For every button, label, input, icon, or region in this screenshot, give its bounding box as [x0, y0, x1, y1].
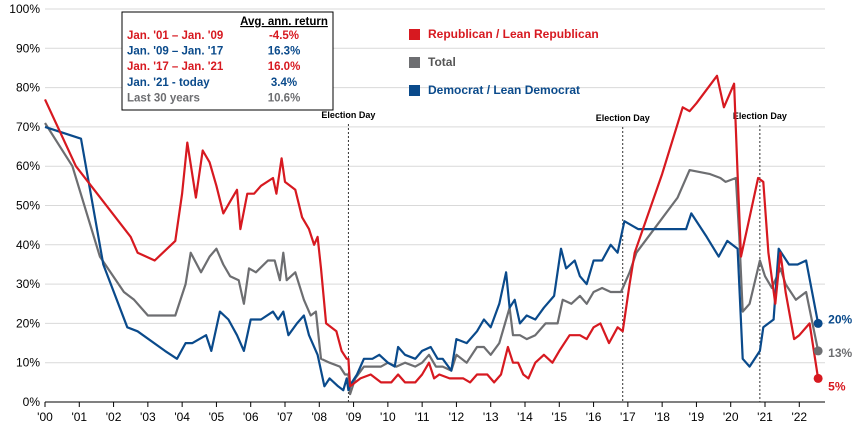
returns-value: 3.4% [271, 77, 297, 89]
series-end-marker [813, 373, 823, 383]
y-tick-label: 60% [16, 159, 40, 173]
series-end-label: 13% [828, 346, 852, 360]
x-tick-label: '02 [106, 410, 122, 424]
election-day-label: Election Day [733, 111, 787, 121]
legend-swatch [409, 85, 420, 96]
x-tick-label: '09 [346, 410, 362, 424]
y-tick-label: 90% [16, 41, 40, 55]
y-tick-label: 10% [16, 356, 40, 370]
returns-period: Jan. '17 – Jan. '21 [127, 61, 224, 73]
x-tick-label: '17 [620, 410, 636, 424]
election-day-label: Election Day [596, 113, 650, 123]
legend-label: Democrat / Lean Democrat [428, 83, 580, 97]
y-tick-label: 40% [16, 238, 40, 252]
x-tick-label: '18 [654, 410, 670, 424]
y-axis-ticks: 0% 10% 20% 30% 40% 50% 60% 70% 80% 90% 100% [9, 2, 40, 409]
x-tick-label: '16 [586, 410, 602, 424]
x-tick-label: '14 [517, 410, 533, 424]
returns-period: Last 30 years [127, 92, 200, 104]
legend-label: Total [428, 55, 456, 69]
legend-swatch [409, 57, 420, 68]
returns-period: Jan. '09 – Jan. '17 [127, 46, 223, 58]
x-tick-label: '06 [243, 410, 259, 424]
x-tick-label: '11 [415, 410, 430, 424]
x-tick-label: '19 [689, 410, 705, 424]
returns-value: 16.0% [268, 61, 301, 73]
x-axis-ticks: '00 '01 '02 '03 '04 '05 '06 '07 '08 '09 '10 '11 '12 '… [37, 402, 807, 424]
legend-label: Republican / Lean Republican [428, 27, 599, 41]
series-line-total [44, 122, 820, 396]
y-tick-label: 0% [23, 395, 41, 409]
x-tick-label: '01 [71, 410, 87, 424]
y-tick-label: 100% [9, 2, 40, 16]
x-tick-label: '00 [37, 410, 53, 424]
series-end-labels: 13% 20% 5% [813, 312, 852, 393]
returns-period: Jan. '01 – Jan. '09 [127, 30, 223, 42]
series-end-label: 5% [828, 379, 846, 393]
series-line-republican [44, 74, 820, 388]
returns-table: Avg. ann. return Jan. '01 – Jan. '09 -4.5… [121, 11, 334, 111]
legend-swatch [409, 29, 420, 40]
chart-gridlines [45, 8, 825, 403]
returns-table-box [121, 11, 334, 111]
returns-period: Jan. '21 - today [127, 77, 210, 89]
series-end-marker [813, 318, 823, 328]
x-tick-label: '03 [140, 410, 156, 424]
x-tick-label: '20 [723, 410, 739, 424]
x-tick-label: '13 [483, 410, 499, 424]
returns-value: 16.3% [268, 46, 301, 58]
y-tick-label: 50% [16, 199, 40, 213]
series-line-democrat [44, 125, 820, 392]
x-tick-label: '08 [311, 410, 327, 424]
returns-value: -4.5% [269, 30, 299, 42]
x-tick-label: '21 [757, 410, 773, 424]
x-tick-label: '10 [380, 410, 396, 424]
x-tick-label: '22 [791, 410, 807, 424]
election-day-markers: Election Day Election Day Election Day [321, 110, 787, 402]
y-tick-label: 80% [16, 81, 40, 95]
x-tick-label: '04 [174, 410, 190, 424]
election-day-label: Election Day [321, 110, 375, 120]
y-tick-label: 30% [16, 277, 40, 291]
x-tick-label: '05 [209, 410, 225, 424]
series-end-label: 20% [828, 312, 852, 326]
x-tick-label: '15 [551, 410, 567, 424]
y-tick-label: 70% [16, 120, 40, 134]
returns-table-header: Avg. ann. return [240, 16, 328, 28]
returns-value: 10.6% [268, 92, 301, 104]
chart-legend: Republican / Lean Republican Total Democra… [409, 27, 599, 97]
series-end-marker [813, 346, 823, 356]
chart-series [44, 74, 820, 396]
y-tick-label: 20% [16, 316, 40, 330]
x-tick-label: '12 [449, 410, 465, 424]
x-tick-label: '07 [277, 410, 293, 424]
